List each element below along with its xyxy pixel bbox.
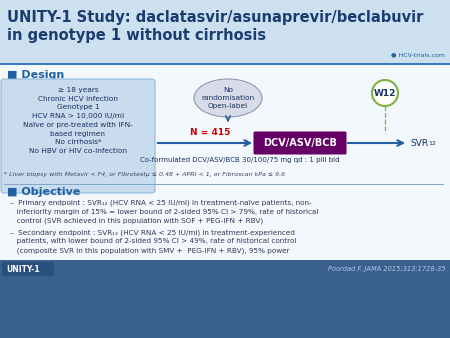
Text: (composite SVR in this population with SMV +  PEG-IFN + RBV), 95% power: (composite SVR in this population with S…: [10, 247, 290, 254]
Text: Co-formulated DCV/ASV/BCB 30/100/75 mg qd : 1 pill bid: Co-formulated DCV/ASV/BCB 30/100/75 mg q…: [140, 157, 340, 163]
Bar: [0, 65, 450, 319]
Text: W12: W12: [374, 89, 396, 97]
Bar: [2, 262, 54, 276]
Text: control (SVR achieved in this population with SOF + PEG-IFN + RBV): control (SVR achieved in this population…: [10, 218, 263, 224]
Text: ■ Design: ■ Design: [7, 70, 64, 80]
Text: inferiority margin of 15% = lower bound of 2-sided 95% CI > 79%, rate of histori: inferiority margin of 15% = lower bound …: [10, 209, 319, 215]
Text: ■ Objective: ■ Objective: [7, 187, 81, 197]
Text: No
randomisation
Open-label: No randomisation Open-label: [202, 87, 255, 109]
Text: ≥ 18 years
Chronic HCV infection
Genotype 1
HCV RNA > 10,000 IU/ml
Naïve or pre-: ≥ 18 years Chronic HCV infection Genotyp…: [23, 87, 133, 154]
Circle shape: [372, 80, 398, 106]
Text: UNITY-1: UNITY-1: [6, 265, 40, 273]
Text: UNITY-1 Study: daclatasvir/asunaprevir/beclabuvir: UNITY-1 Study: daclatasvir/asunaprevir/b…: [7, 10, 423, 25]
Bar: [0, 0, 450, 65]
Bar: [0, 260, 450, 338]
Text: –  Primary endpoint : SVR₁₂ (HCV RNA < 25 IU/ml) in treatment-naïve patients, no: – Primary endpoint : SVR₁₂ (HCV RNA < 25…: [10, 200, 311, 207]
Text: SVR: SVR: [410, 139, 428, 148]
Text: ● HCV-trials.com: ● HCV-trials.com: [391, 52, 445, 57]
Text: patients, with lower bound of 2-sided 95% CI > 49%, rate of historical control: patients, with lower bound of 2-sided 95…: [10, 238, 297, 244]
Text: N = 415: N = 415: [190, 128, 230, 137]
Text: in genotype 1 without cirrhosis: in genotype 1 without cirrhosis: [7, 28, 266, 43]
Text: * Liver biopsy with Metavir < F4, or Fibrotestµ ≤ 0.48 + APRI < 1, or Fibroscan : * Liver biopsy with Metavir < F4, or Fib…: [4, 172, 285, 177]
Bar: [0, 63, 450, 65]
Bar: [4, 184, 444, 185]
Text: –  Secondary endpoint : SVR₁₂ (HCV RNA < 25 IU/ml) in treatment-experienced: – Secondary endpoint : SVR₁₂ (HCV RNA < …: [10, 229, 295, 236]
FancyBboxPatch shape: [253, 131, 346, 154]
Text: DCV/ASV/BCB: DCV/ASV/BCB: [263, 138, 337, 148]
Text: 12: 12: [428, 141, 436, 146]
Ellipse shape: [194, 79, 262, 117]
FancyBboxPatch shape: [1, 79, 155, 193]
Text: Poordad F. JAMA 2015;313:1728-35: Poordad F. JAMA 2015;313:1728-35: [328, 266, 445, 272]
